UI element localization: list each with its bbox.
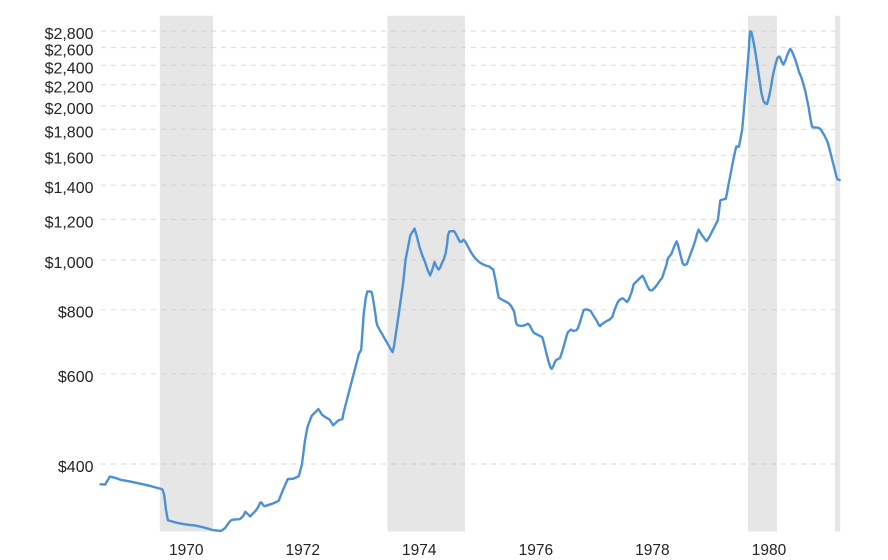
svg-text:$2,000: $2,000 (45, 101, 94, 118)
svg-text:$2,200: $2,200 (45, 80, 94, 97)
svg-text:1972: 1972 (286, 542, 320, 559)
svg-text:$2,800: $2,800 (45, 26, 94, 43)
svg-text:1978: 1978 (635, 542, 669, 559)
svg-text:$1,400: $1,400 (45, 180, 94, 197)
svg-text:$2,400: $2,400 (45, 60, 94, 77)
svg-text:$1,600: $1,600 (45, 151, 94, 168)
svg-text:$1,200: $1,200 (45, 215, 94, 232)
svg-text:$1,000: $1,000 (45, 255, 94, 272)
svg-text:$2,600: $2,600 (45, 43, 94, 60)
svg-text:$1,800: $1,800 (45, 124, 94, 141)
svg-text:1976: 1976 (519, 542, 553, 559)
svg-text:$800: $800 (58, 305, 94, 322)
svg-text:1970: 1970 (169, 542, 204, 559)
svg-text:1980: 1980 (752, 542, 787, 559)
svg-text:$600: $600 (58, 369, 94, 386)
svg-text:1974: 1974 (402, 542, 437, 559)
svg-text:$400: $400 (58, 459, 94, 476)
